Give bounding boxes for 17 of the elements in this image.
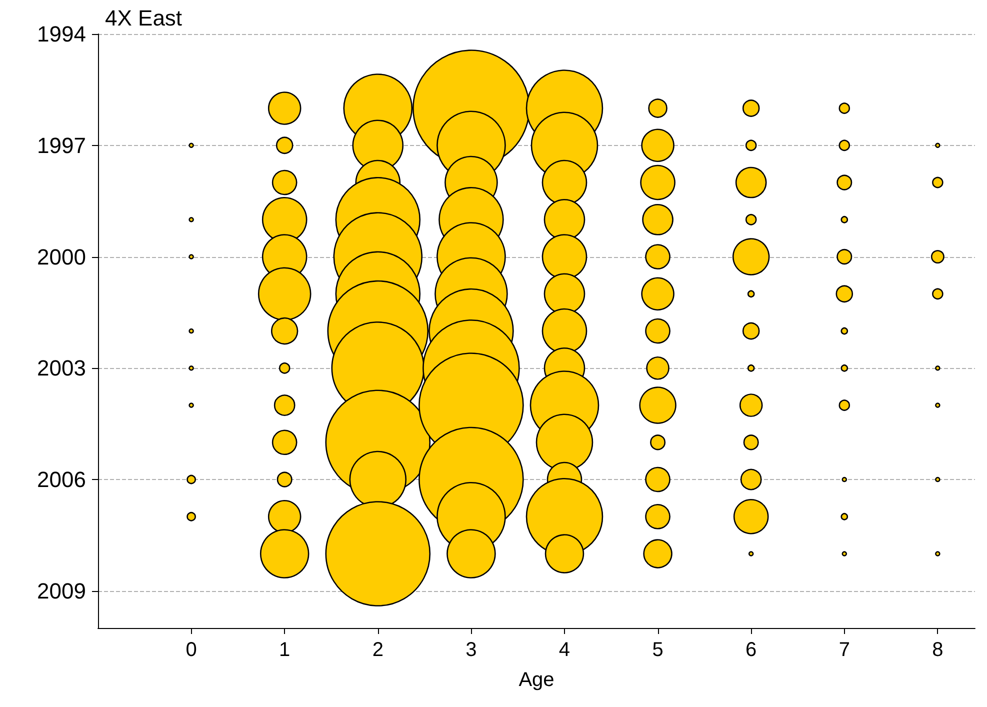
x-tick-label: 7 xyxy=(838,639,850,661)
y-tick-label: 2009 xyxy=(37,578,86,604)
x-tick-label: 5 xyxy=(652,639,664,661)
y-tick-label: 2006 xyxy=(37,467,86,492)
x-tick-label: 3 xyxy=(466,639,477,661)
y-tick-label: 1994 xyxy=(37,22,86,46)
x-axis-title: Age xyxy=(518,669,554,691)
y-tick-label: 2000 xyxy=(37,244,86,270)
x-tick-label: 6 xyxy=(746,639,757,661)
chart-title: 4X East xyxy=(105,6,182,30)
x-tick-label: 1 xyxy=(279,639,290,661)
y-tick-label: 2003 xyxy=(37,356,86,381)
y-tick-label: 1997 xyxy=(37,132,86,158)
x-tick-label: 2 xyxy=(372,639,384,661)
x-tick-label: 4 xyxy=(558,639,570,661)
x-tick-label: 0 xyxy=(186,639,197,661)
x-tick-label: 8 xyxy=(932,639,944,661)
